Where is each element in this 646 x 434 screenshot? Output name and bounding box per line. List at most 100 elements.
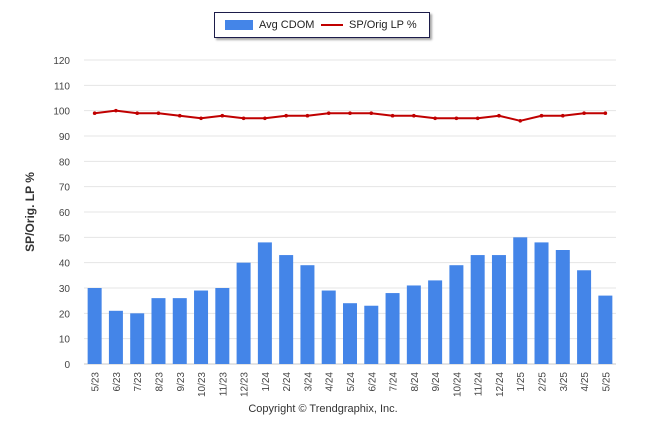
line-point [263,116,267,121]
x-tick-label: 5/25 [601,372,612,392]
x-tick-label: 10/24 [452,372,463,397]
bar [428,280,443,364]
bar [194,290,209,364]
x-tick-label: 11/24 [474,372,485,397]
x-tick-label: 2/24 [282,372,293,392]
legend-item-sp-orig-lp: SP/Orig LP % [321,13,417,37]
bar [491,255,506,364]
x-tick-label: 6/23 [112,372,123,392]
line-point [539,113,544,118]
bar [172,298,187,364]
legend: Avg CDOM SP/Orig LP % [214,12,430,38]
bar [236,262,251,364]
y-tick-label: 30 [59,284,71,295]
line-point [135,111,139,115]
line-point [114,108,118,113]
x-tick-label: 9/23 [176,372,187,392]
y-tick-label: 120 [53,56,70,67]
line-point [582,111,586,115]
line-point [497,113,501,118]
line-point [518,119,523,123]
y-tick-label: 60 [59,208,71,219]
x-tick-label: 7/24 [389,372,400,392]
y-tick-label: 100 [53,107,70,118]
x-tick-label: 3/25 [559,372,570,392]
y-tick-label: 70 [59,183,71,194]
legend-label-sp-orig-lp: SP/Orig LP % [349,19,417,31]
y-tick-label: 20 [59,309,71,320]
line-point [561,113,565,118]
bar [577,270,592,364]
line-point [390,113,395,118]
bar [555,250,570,364]
x-tick-label: 2/25 [538,372,549,392]
line-swatch-icon [321,24,343,26]
x-tick-label: 8/23 [154,372,165,392]
line-point [156,111,161,115]
x-tick-label: 6/24 [367,372,378,392]
bar [385,293,400,364]
legend-item-avg-cdom: Avg CDOM [225,13,314,37]
x-tick-label: 7/23 [133,372,144,392]
bar [130,313,145,364]
line-point [326,111,331,115]
x-tick-label: 11/23 [218,372,229,397]
bar [321,290,336,364]
y-tick-label: 80 [59,157,71,168]
x-tick-label: 9/24 [431,372,442,392]
bar [257,242,272,364]
line-point [412,113,416,118]
x-tick-labels: 5/23 6/23 7/23 8/23 9/23 10/23 11/23 12/23 1/24 2… [91,372,613,397]
line-series [92,108,608,123]
bar [108,310,123,364]
x-tick-label: 3/24 [303,372,314,392]
line-point [475,116,480,121]
bar [151,298,166,364]
bar [87,288,102,364]
x-tick-label: 10/23 [197,372,208,397]
y-tick-label: 90 [59,132,71,143]
line-point [603,111,608,115]
line-point [177,113,182,118]
y-tick-label: 10 [59,335,71,346]
x-tick-label: 1/25 [516,372,527,392]
line-point [454,116,459,121]
x-tick-label: 8/24 [410,372,421,392]
bar [534,242,549,364]
y-tick-label: 0 [64,360,70,371]
x-tick-label: 1/24 [261,372,272,392]
bar [300,265,315,364]
bar [364,305,379,364]
line-point [92,111,97,115]
bar [513,237,528,364]
line-point [284,113,288,118]
bar [470,255,485,364]
bar [215,288,230,364]
line-point [199,116,203,121]
legend-label-avg-cdom: Avg CDOM [259,19,315,31]
bar [279,255,294,364]
bar-swatch-icon [225,20,253,30]
bar [406,285,421,364]
line-point [220,113,225,118]
copyright-text: Copyright © Trendgraphix, Inc. [248,403,398,415]
x-tick-label: 4/24 [325,372,336,392]
line-point [305,113,310,118]
x-tick-label: 5/24 [346,372,357,392]
bar-series [87,237,613,364]
x-tick-label: 12/23 [240,372,251,397]
y-tick-label: 40 [59,259,71,270]
x-tick-label: 5/23 [91,372,102,392]
line-point [433,116,437,121]
bar [449,265,464,364]
bar [598,295,613,364]
line-point [241,116,246,121]
line-point [348,111,352,115]
line-point [369,111,374,115]
y-tick-label: 110 [54,81,70,92]
y-axis-title: SP/Orig. LP % [23,172,37,252]
x-tick-label: 4/25 [580,372,591,392]
x-tick-label: 12/24 [495,372,506,397]
y-tick-labels: 0 10 20 30 40 50 60 70 80 90 100 110 120 [53,56,70,371]
